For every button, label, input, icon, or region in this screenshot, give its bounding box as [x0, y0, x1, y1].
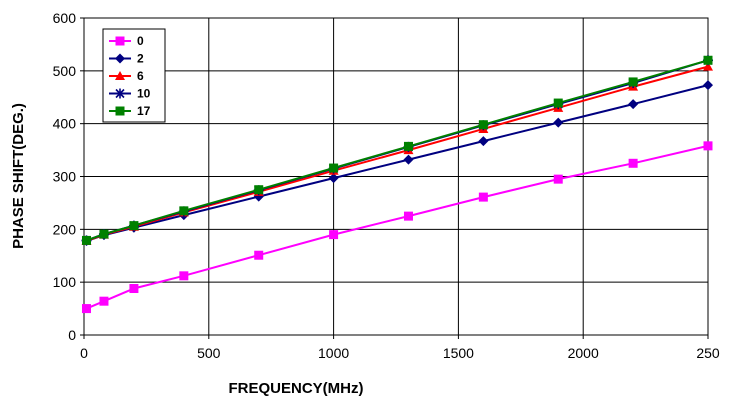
data-point: [328, 173, 339, 184]
y-tick-label: 400: [53, 116, 77, 132]
x-tick-label: 1000: [318, 345, 349, 361]
data-point: [403, 154, 414, 165]
legend: 0 2 6 10 17: [102, 28, 166, 123]
data-point: [703, 141, 713, 151]
data-point: [703, 55, 713, 65]
legend-item-2: 2: [109, 52, 144, 66]
data-point: [403, 211, 413, 221]
legend-marker: [115, 71, 125, 80]
legend-label: 10: [137, 87, 151, 101]
y-tick-label: 200: [53, 221, 77, 237]
data-point: [628, 77, 638, 87]
legend-label: 17: [137, 104, 151, 118]
legend-marker: [115, 53, 125, 64]
legend-marker: [115, 106, 125, 116]
data-point: [478, 136, 489, 147]
data-point: [478, 192, 488, 202]
data-point: [478, 120, 488, 130]
legend-item-0: 0: [109, 34, 144, 48]
x-axis-title: FREQUENCY(MHz): [229, 380, 364, 397]
x-tick-label: 2000: [568, 345, 599, 361]
series-17: [81, 55, 713, 245]
grid-lines: [80, 17, 709, 339]
series-0: [81, 141, 713, 314]
legend-marker: [115, 36, 125, 46]
y-tick-label: 500: [53, 63, 77, 79]
legend-label: 0: [137, 34, 144, 48]
data-point: [254, 185, 264, 195]
data-point: [99, 296, 109, 306]
data-point: [553, 117, 564, 128]
data-point: [99, 229, 109, 239]
legend-marker: [115, 88, 125, 99]
y-tick-label: 300: [53, 169, 77, 185]
y-tick-label: 100: [53, 274, 77, 290]
data-point: [628, 158, 638, 168]
legend-label: 6: [137, 69, 144, 83]
data-point: [179, 206, 189, 216]
data-point: [703, 80, 713, 91]
series-layer: [81, 55, 713, 314]
x-tick-label: 1500: [443, 345, 474, 361]
x-tick-label: 500: [197, 345, 221, 361]
legend-item-6: 6: [109, 69, 144, 83]
data-point: [129, 221, 139, 231]
data-point: [703, 61, 713, 71]
data-point: [553, 98, 563, 108]
legend-item-17: 17: [109, 104, 151, 118]
legend-item-10: 10: [109, 87, 151, 101]
data-point: [81, 304, 91, 314]
data-point: [129, 284, 139, 294]
x-tick-label: 250: [696, 345, 720, 361]
y-tick-label: 600: [53, 10, 77, 26]
data-point: [329, 230, 339, 240]
data-point: [403, 141, 413, 151]
data-point: [553, 174, 563, 184]
data-point: [254, 250, 264, 260]
legend-label: 2: [137, 52, 144, 66]
x-axis-ticks: 0 500 1000 1500 2000 250: [80, 345, 720, 361]
y-axis-title: PHASE SHIFT(DEG.): [10, 103, 27, 249]
data-point: [81, 235, 91, 245]
x-tick-label: 0: [80, 345, 88, 361]
data-point: [329, 163, 339, 173]
y-tick-label: 0: [68, 327, 76, 343]
y-axis-ticks: 0 100 200 300 400 500 600: [53, 10, 77, 343]
data-point: [179, 271, 189, 281]
data-point: [628, 99, 639, 110]
